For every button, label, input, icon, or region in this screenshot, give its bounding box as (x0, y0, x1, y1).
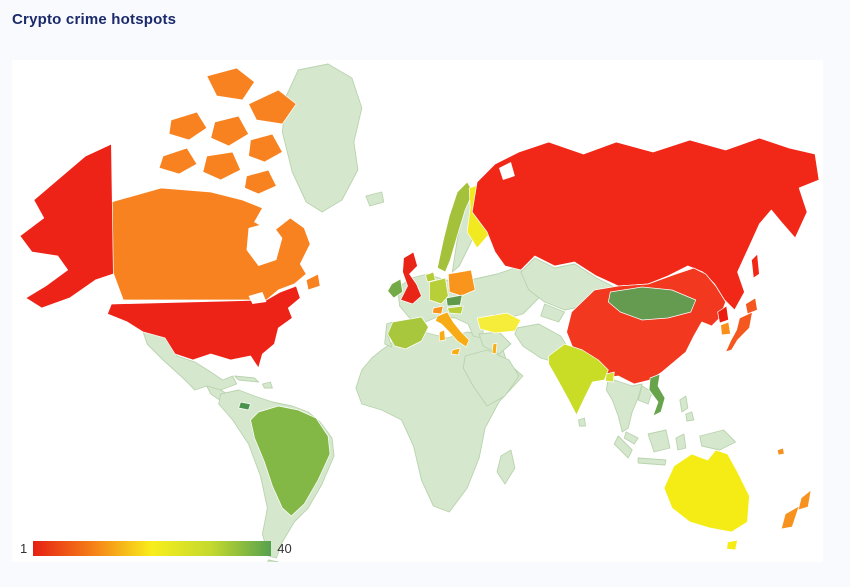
country-ireland[interactable] (387, 278, 403, 299)
choropleth-svg (19, 63, 820, 562)
country-canada[interactable] (111, 187, 311, 301)
landmass-portugal[interactable] (384, 321, 394, 348)
landmass-iceland[interactable] (365, 191, 385, 207)
legend-max-label: 40 (277, 541, 292, 556)
country-turkey[interactable] (476, 312, 522, 334)
landmass-java[interactable] (637, 457, 667, 466)
country-germany[interactable] (429, 277, 449, 305)
landmass-madagascar[interactable] (496, 449, 516, 485)
country-canada-island[interactable] (248, 133, 283, 163)
country-italy-sicily[interactable] (450, 347, 461, 356)
landmass-central-asia[interactable] (540, 303, 566, 323)
landmass-hispaniola[interactable] (262, 381, 273, 389)
landmass-greenland[interactable] (281, 63, 363, 213)
country-russia[interactable] (471, 137, 820, 311)
country-italy-sardinia[interactable] (439, 329, 446, 342)
country-united-kingdom[interactable] (400, 251, 422, 305)
country-israel[interactable] (491, 342, 498, 355)
country-spain[interactable] (387, 316, 429, 350)
country-usa[interactable] (107, 285, 301, 369)
page-title: Crypto crime hotspots (12, 11, 177, 28)
white-sea-water (498, 162, 515, 180)
country-canada-island[interactable] (158, 147, 198, 175)
country-poland[interactable] (447, 269, 476, 297)
country-usa-alaska[interactable] (19, 143, 114, 309)
country-japan-hokkaido[interactable] (745, 297, 758, 315)
country-canada-island[interactable] (244, 169, 277, 195)
landmass-tierra-del-fuego[interactable] (266, 559, 279, 562)
country-canada-island[interactable] (248, 89, 297, 125)
country-japan-honshu[interactable] (725, 311, 753, 353)
country-canada-island[interactable] (168, 111, 208, 141)
legend-min-label: 1 (20, 541, 28, 556)
legend-gradient-bar (33, 541, 272, 556)
country-canada-newfoundland[interactable] (305, 273, 321, 291)
country-switzerland[interactable] (432, 305, 444, 315)
world-map (12, 60, 823, 562)
landmass-sri-lanka[interactable] (578, 417, 586, 427)
country-panama[interactable] (238, 401, 251, 411)
country-australia[interactable] (663, 449, 750, 533)
landmass-new-guinea[interactable] (699, 429, 736, 451)
country-vietnam[interactable] (648, 373, 666, 417)
country-india[interactable] (548, 343, 609, 416)
country-north-korea[interactable] (717, 305, 729, 324)
country-russia-sakhalin[interactable] (751, 253, 760, 279)
country-netherlands[interactable] (425, 271, 436, 283)
country-czechia[interactable] (445, 294, 463, 307)
landmass-mexico[interactable] (142, 331, 238, 391)
landmass-malaysia[interactable] (623, 431, 639, 445)
country-italy[interactable] (435, 311, 470, 348)
country-austria[interactable] (446, 305, 464, 315)
landmass-cuba[interactable] (234, 375, 259, 383)
country-brazil[interactable] (250, 405, 331, 517)
landmass-philippines-south[interactable] (685, 411, 695, 422)
country-canada-island[interactable] (202, 151, 241, 181)
country-canada-island[interactable] (206, 67, 255, 101)
country-new-zealand-north[interactable] (797, 489, 812, 511)
color-scale-legend: 1 40 (20, 541, 292, 556)
map-card: 1 40 (12, 60, 823, 562)
country-new-zealand-south[interactable] (780, 505, 800, 530)
country-south-korea[interactable] (720, 321, 731, 336)
landmass-sumatra[interactable] (613, 435, 633, 459)
hudson-bay-water (246, 222, 283, 266)
country-australia-tasmania[interactable] (726, 539, 738, 551)
country-mongolia[interactable] (607, 286, 697, 321)
great-lakes-water (248, 292, 267, 304)
landmass-borneo[interactable] (647, 429, 671, 453)
country-bangladesh[interactable] (604, 371, 615, 383)
landmass-mainland-se-asia[interactable] (605, 377, 643, 433)
landmass-sulawesi[interactable] (675, 433, 687, 451)
landmass-philippines[interactable] (679, 395, 689, 413)
country-fiji[interactable] (776, 447, 785, 456)
country-canada-island[interactable] (210, 115, 249, 147)
